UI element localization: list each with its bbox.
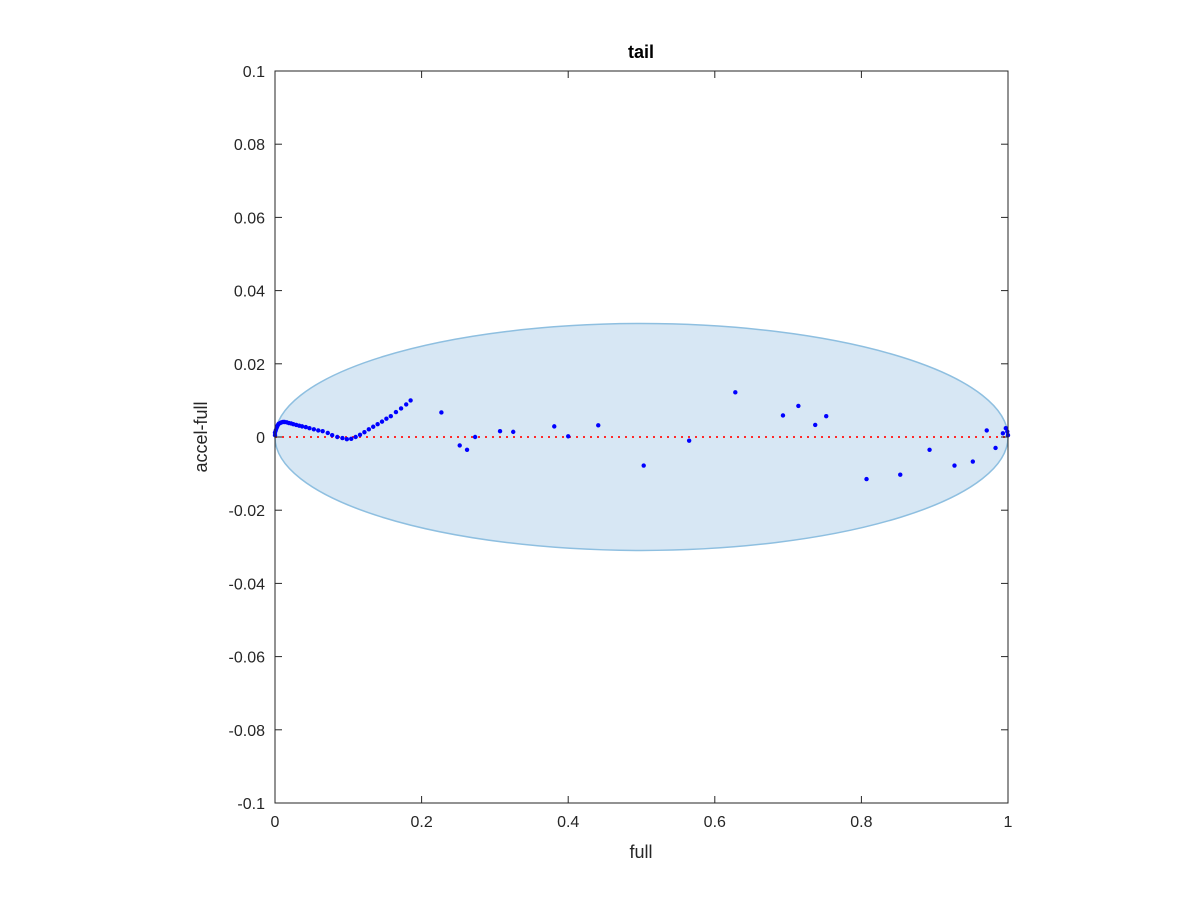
data-point-41 — [408, 398, 413, 403]
y-tick-label-6: -0.02 — [229, 503, 266, 520]
data-point-50 — [596, 423, 601, 428]
data-point-48 — [552, 424, 557, 429]
data-point-20 — [311, 427, 317, 432]
data-point-37 — [388, 413, 394, 419]
data-point-43 — [457, 443, 462, 448]
x-tick-label-4: 0.8 — [850, 814, 872, 831]
data-point-63 — [984, 428, 989, 433]
data-point-35 — [379, 419, 385, 424]
x-tick-label-5: 1 — [1004, 814, 1013, 831]
data-point-45 — [472, 434, 478, 440]
data-point-65 — [1000, 431, 1006, 436]
y-axis: 0.1 0.08 0.06 0.04 0.02 0 -0.02 -0.04 -0.06 -0.08… — [229, 64, 1008, 813]
x-tick-label-2: 0.4 — [557, 814, 579, 831]
plot-area — [272, 322, 1011, 552]
y-tick-label-7: -0.04 — [229, 576, 266, 593]
data-point-19 — [307, 426, 312, 431]
data-point-51 — [641, 463, 646, 468]
data-point-62 — [970, 459, 976, 464]
data-point-56 — [813, 422, 818, 428]
data-point-54 — [780, 413, 786, 418]
data-point-44 — [464, 447, 470, 453]
data-point-52 — [686, 438, 692, 443]
data-point-24 — [329, 432, 335, 438]
data-point-21 — [316, 428, 321, 433]
y-tick-label-8: -0.06 — [229, 650, 266, 667]
data-point-40 — [404, 402, 409, 407]
data-point-28 — [349, 436, 354, 442]
data-point-67 — [1005, 429, 1010, 434]
data-point-66 — [1003, 426, 1009, 431]
data-point-64 — [993, 445, 998, 451]
data-point-27 — [344, 436, 350, 442]
data-points — [272, 390, 1011, 482]
data-point-53 — [733, 390, 738, 395]
data-point-18 — [303, 424, 308, 430]
data-point-59 — [898, 472, 903, 477]
data-point-58 — [864, 476, 869, 482]
data-point-57 — [824, 413, 829, 419]
data-point-33 — [371, 424, 376, 429]
data-point-17 — [299, 424, 305, 429]
y-tick-label-5: 0 — [256, 430, 265, 447]
data-point-31 — [362, 430, 367, 435]
data-point-39 — [398, 406, 404, 411]
x-tick-label-1: 0.2 — [410, 814, 432, 831]
data-point-29 — [353, 434, 358, 440]
y-tick-label-1: 0.08 — [234, 137, 265, 154]
data-point-34 — [375, 421, 380, 427]
y-axis-label: accel-full — [191, 401, 211, 472]
data-point-26 — [340, 435, 345, 441]
x-tick-label-0: 0 — [271, 814, 280, 831]
x-axis: 0 0.2 0.4 0.6 0.8 1 — [271, 71, 1013, 831]
data-point-47 — [511, 429, 516, 435]
y-tick-label-4: 0.02 — [234, 357, 265, 374]
chart-title: tail — [628, 42, 654, 62]
data-point-38 — [393, 409, 399, 415]
data-point-55 — [796, 403, 801, 409]
y-tick-label-2: 0.06 — [234, 210, 265, 227]
data-point-22 — [320, 428, 325, 434]
data-point-49 — [566, 434, 571, 439]
y-tick-label-9: -0.08 — [229, 723, 266, 740]
data-point-32 — [366, 427, 372, 432]
data-point-25 — [335, 434, 340, 440]
data-point-61 — [952, 463, 957, 468]
data-point-60 — [927, 447, 932, 453]
x-axis-label: full — [629, 842, 652, 862]
y-tick-label-10: -0.1 — [237, 796, 265, 813]
data-point-46 — [497, 428, 503, 434]
y-tick-label-3: 0.04 — [234, 284, 265, 301]
data-point-30 — [357, 432, 363, 438]
x-tick-label-3: 0.6 — [704, 814, 726, 831]
y-tick-label-0: 0.1 — [243, 64, 265, 81]
data-point-42 — [439, 410, 444, 415]
data-point-23 — [325, 430, 330, 436]
data-point-36 — [384, 416, 389, 421]
